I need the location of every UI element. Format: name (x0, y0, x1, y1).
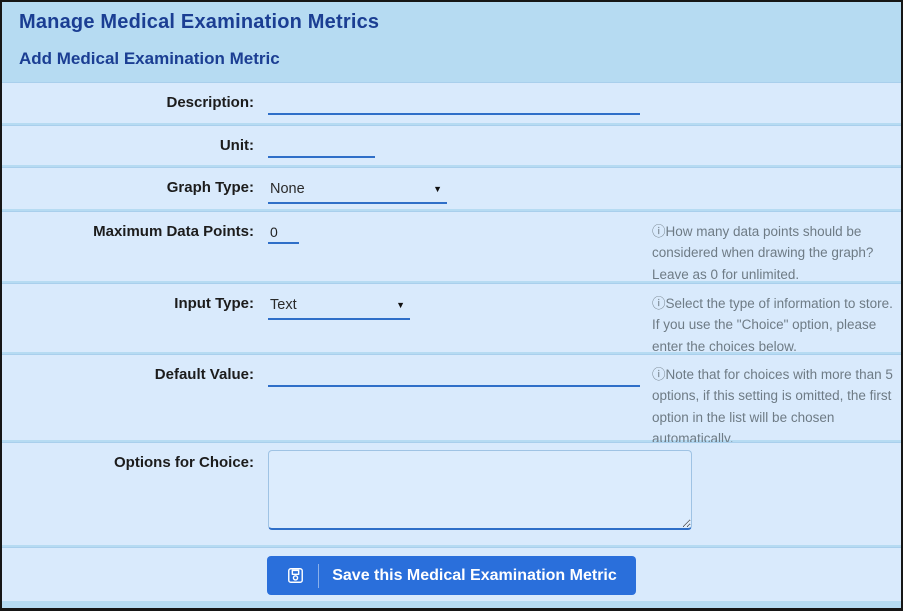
help-text: Note that for choices with more than 5 o… (652, 367, 893, 446)
dropdown-arrow-icon: ▼ (433, 183, 442, 194)
page-title: Manage Medical Examination Metrics (19, 11, 380, 33)
graph-type-select[interactable]: None ▼ (268, 177, 447, 204)
form-row-max-data-points: Maximum Data Points: ⓘHow many data poin… (2, 211, 901, 282)
help-text: How many data points should be considere… (652, 224, 874, 282)
description-label: Description: (166, 94, 254, 111)
default-value-input[interactable] (268, 364, 640, 387)
help-text: Select the type of information to store.… (652, 296, 893, 354)
save-button-label: Save this Medical Examination Metric (332, 566, 617, 584)
input-type-select[interactable]: Text ▼ (268, 293, 410, 320)
save-button[interactable]: Save this Medical Examination Metric (267, 556, 636, 595)
graph-type-selected-value: None (270, 181, 305, 197)
description-input[interactable] (268, 92, 640, 115)
form-row-save: Save this Medical Examination Metric (2, 547, 901, 601)
form-row-graph-type: Graph Type: None ▼ (2, 167, 901, 209)
dropdown-arrow-icon: ▼ (396, 299, 405, 310)
button-divider (318, 563, 320, 588)
input-type-label: Input Type: (174, 295, 254, 312)
unit-input[interactable] (268, 135, 375, 158)
form-row-options-for-choice: Options for Choice: (2, 442, 901, 545)
page-header: Manage Medical Examination Metrics Add M… (2, 2, 901, 82)
info-icon: ⓘ (652, 296, 666, 311)
form-row-input-type: Input Type: Text ▼ ⓘSelect the type of i… (2, 283, 901, 354)
default-value-label: Default Value: (154, 366, 254, 383)
form-row-description: Description: (2, 82, 901, 123)
graph-type-label: Graph Type: (166, 179, 254, 196)
default-value-help: ⓘNote that for choices with more than 5 … (652, 364, 897, 449)
input-type-help: ⓘSelect the type of information to store… (652, 293, 897, 357)
save-disk-icon (286, 566, 305, 585)
form-row-unit: Unit: (2, 125, 901, 165)
form-row-default-value: Default Value: ⓘNote that for choices wi… (2, 354, 901, 446)
page-subtitle: Add Medical Examination Metric (19, 49, 280, 68)
unit-label: Unit: (219, 137, 254, 154)
options-for-choice-label: Options for Choice: (114, 454, 254, 471)
max-data-points-label: Maximum Data Points: (93, 223, 254, 240)
max-data-points-help: ⓘHow many data points should be consider… (652, 221, 897, 285)
info-icon: ⓘ (652, 367, 666, 382)
input-type-selected-value: Text (270, 297, 297, 313)
info-icon: ⓘ (652, 224, 666, 239)
options-for-choice-textarea[interactable] (268, 450, 692, 530)
max-data-points-input[interactable] (268, 221, 299, 244)
